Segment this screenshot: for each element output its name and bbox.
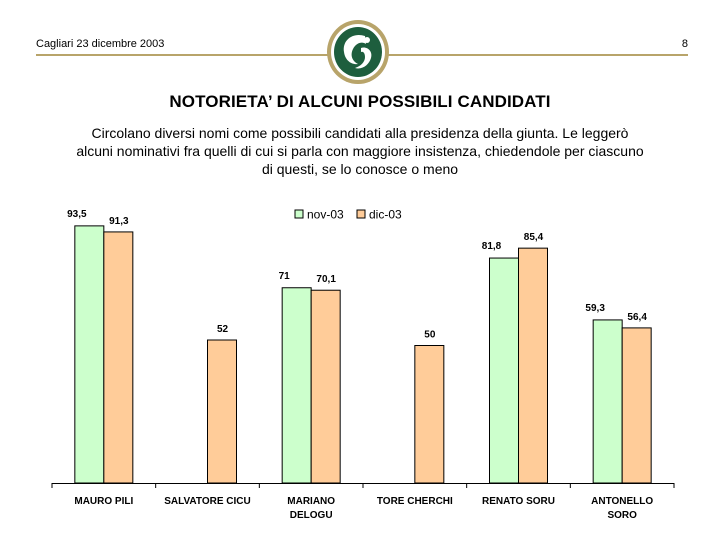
legend-label: nov-03 bbox=[307, 208, 344, 222]
logo bbox=[327, 20, 389, 84]
data-label: 70,1 bbox=[316, 274, 336, 285]
data-label: 59,3 bbox=[585, 303, 605, 314]
category-label: MAURO PILI bbox=[74, 496, 133, 507]
category-label: DELOGU bbox=[290, 510, 333, 521]
category-label: MARIANO bbox=[287, 496, 335, 507]
legend-swatch-dic-03 bbox=[356, 209, 366, 219]
bar-nov-03 bbox=[74, 225, 105, 484]
bar-nov-03 bbox=[489, 257, 519, 484]
header-date: Cagliari 23 dicembre 2003 bbox=[36, 38, 165, 50]
data-label: 71 bbox=[279, 271, 291, 282]
data-label: 91,3 bbox=[109, 216, 129, 227]
data-label: 81,8 bbox=[482, 241, 502, 252]
chart-subtitle: Circolano diversi nomi come possibili ca… bbox=[76, 125, 644, 177]
bar-nov-03 bbox=[281, 287, 312, 484]
category-label: SALVATORE CICU bbox=[164, 496, 250, 507]
data-label: 50 bbox=[424, 330, 436, 341]
page-number: 8 bbox=[681, 38, 688, 50]
legend-swatch-nov-03 bbox=[294, 209, 304, 219]
data-label: 56,4 bbox=[627, 312, 647, 323]
bar-dic-03 bbox=[103, 231, 134, 484]
bar-dic-03 bbox=[207, 339, 237, 484]
category-label: TORE CHERCHI bbox=[377, 496, 453, 507]
bar-dic-03 bbox=[621, 327, 652, 484]
data-label: 85,4 bbox=[524, 232, 544, 243]
data-label: 93,5 bbox=[67, 209, 87, 220]
chart-title: NOTORIETA’ DI ALCUNI POSSIBILI CANDIDATI bbox=[169, 92, 551, 111]
category-label: SORO bbox=[607, 510, 637, 521]
bar-dic-03 bbox=[518, 247, 548, 484]
legend-label: dic-03 bbox=[369, 208, 402, 222]
bar-nov-03 bbox=[592, 319, 623, 484]
category-label: ANTONELLO bbox=[591, 496, 653, 507]
category-label: RENATO SORU bbox=[482, 496, 555, 507]
data-label: 52 bbox=[217, 324, 229, 335]
bar-dic-03 bbox=[310, 289, 341, 484]
bar-dic-03 bbox=[414, 345, 445, 484]
